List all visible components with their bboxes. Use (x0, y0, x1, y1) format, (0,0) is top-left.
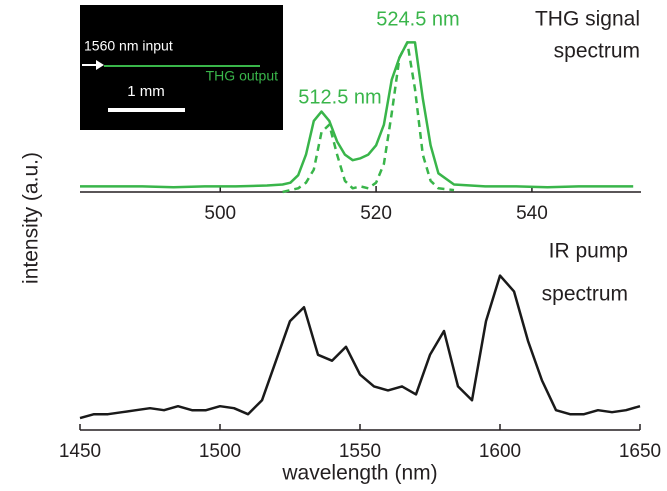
spectrum-line (80, 41, 634, 189)
annotation: IR pump (549, 240, 628, 263)
spectrum-line (282, 41, 455, 194)
x-tick-label: 1650 (619, 441, 661, 462)
arrow-head (96, 60, 104, 70)
annotation: 1 mm (127, 83, 165, 100)
annotation: THG output (206, 68, 278, 84)
scale-bar (108, 108, 185, 112)
annotation: 524.5 nm (376, 8, 459, 30)
x-tick-label: 500 (204, 203, 236, 224)
x-tick-label: 1500 (199, 441, 241, 462)
annotation: 512.5 nm (298, 86, 381, 108)
x-tick-label: 1600 (479, 441, 521, 462)
annotation: spectrum (542, 283, 628, 306)
spectrum-line (79, 274, 641, 420)
x-tick-label: 1450 (59, 441, 101, 462)
x-tick-label: 1550 (339, 441, 381, 462)
annotation: THG signal (535, 8, 640, 31)
x-tick-label: 540 (516, 203, 548, 224)
annotation: spectrum (554, 40, 640, 63)
y-axis-label: intensity (a.u.) (20, 152, 43, 284)
x-tick-label: 520 (360, 203, 392, 224)
x-axis-label: wavelength (nm) (281, 462, 437, 485)
annotation: 1560 nm input (84, 38, 173, 54)
